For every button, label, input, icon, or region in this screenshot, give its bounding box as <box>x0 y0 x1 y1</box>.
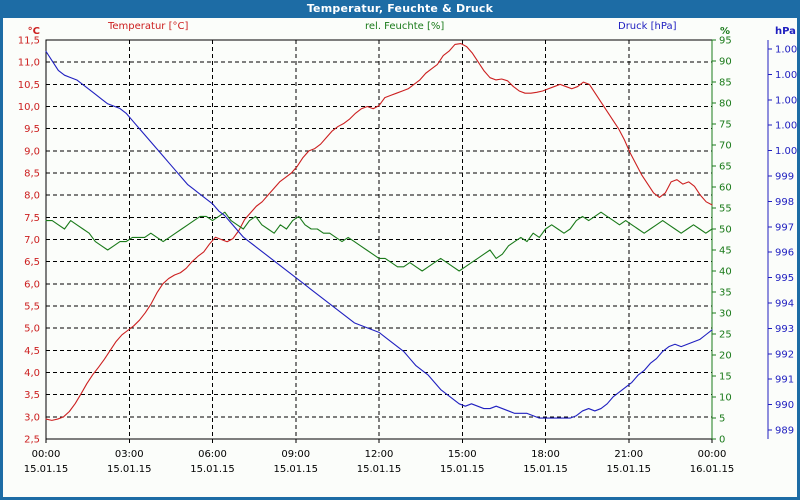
xaxis-date-label: 15.01.15 <box>24 464 69 475</box>
left-axis-tick-label: 4,5 <box>24 346 40 357</box>
pressure-axis-tick-label: 992 <box>775 349 794 360</box>
xaxis-time-label: 03:00 <box>115 449 144 460</box>
pressure-axis-tick-label: 1.003 <box>775 70 797 81</box>
pressure-axis-tick-label: 993 <box>775 324 794 335</box>
left-axis-tick-label: 4,0 <box>24 368 40 379</box>
xaxis-date-label: 15.01.15 <box>440 464 485 475</box>
xaxis-time-label: 00:00 <box>32 449 61 460</box>
humidity-axis-unit: % <box>720 26 730 37</box>
left-axis-tick-label: 5,0 <box>24 324 40 335</box>
left-axis-tick-label: 8,0 <box>24 191 40 202</box>
humidity-axis-tick-label: 25 <box>719 330 732 341</box>
left-axis-tick-label: 10,5 <box>18 80 40 91</box>
humidity-axis-tick-label: 35 <box>719 288 732 299</box>
humidity-axis-tick-label: 45 <box>719 246 732 257</box>
pressure-axis-tick-label: 1.004 <box>775 45 797 56</box>
pressure-axis-tick-label: 994 <box>775 299 794 310</box>
humidity-axis-tick-label: 50 <box>719 225 732 236</box>
left-axis-tick-label: 10,0 <box>18 102 40 113</box>
left-axis-tick-label: 3,5 <box>24 390 40 401</box>
pressure-axis-tick-label: 1.001 <box>775 121 797 132</box>
xaxis-date-label: 16.01.15 <box>690 464 735 475</box>
window-title-bar: Temperatur, Feuchte & Druck <box>0 0 800 18</box>
pressure-axis-tick-label: 989 <box>775 426 794 437</box>
xaxis-date-label: 15.01.15 <box>606 464 651 475</box>
series-line-left <box>45 43 713 421</box>
pressure-axis-tick-label: 1.002 <box>775 95 797 106</box>
left-axis-tick-label: 9,0 <box>24 146 40 157</box>
humidity-axis-tick-label: 55 <box>719 204 732 215</box>
xaxis-date-label: 15.01.15 <box>107 464 152 475</box>
xaxis-time-label: 12:00 <box>365 449 394 460</box>
left-axis-tick-label: 9,5 <box>24 124 40 135</box>
xaxis-date-label: 15.01.15 <box>273 464 318 475</box>
xaxis-time-label: 09:00 <box>281 449 310 460</box>
humidity-axis-tick-label: 20 <box>719 351 732 362</box>
legend-pressure: Druck [hPa] <box>618 21 677 32</box>
series-line-right_inner <box>45 211 713 272</box>
xaxis-time-label: 21:00 <box>614 449 643 460</box>
humidity-axis-tick-label: 85 <box>719 78 732 89</box>
humidity-axis-tick-label: 0 <box>719 435 725 446</box>
humidity-axis-tick-label: 95 <box>719 36 732 47</box>
humidity-axis-tick-label: 60 <box>719 183 732 194</box>
window-title: Temperatur, Feuchte & Druck <box>306 2 494 15</box>
humidity-axis-tick-label: 65 <box>719 162 732 173</box>
left-axis-unit: °C <box>28 26 40 37</box>
series-line-right_outer <box>45 50 713 419</box>
humidity-axis-tick-label: 15 <box>719 372 732 383</box>
chart-panel: Temperatur [°C] rel. Feuchte [%] Druck [… <box>3 18 797 497</box>
pressure-axis-tick-label: 995 <box>775 273 794 284</box>
xaxis-time-label: 15:00 <box>448 449 477 460</box>
left-axis-tick-label: 7,0 <box>24 235 40 246</box>
legend-humidity: rel. Feuchte [%] <box>365 21 445 32</box>
left-axis-tick-label: 11,5 <box>18 36 40 47</box>
pressure-axis-tick-label: 997 <box>775 222 794 233</box>
xaxis-date-label: 15.01.15 <box>357 464 402 475</box>
pressure-axis-unit: hPa <box>775 26 796 37</box>
humidity-axis-tick-label: 80 <box>719 99 732 110</box>
left-axis-tick-label: 2,5 <box>24 435 40 446</box>
humidity-axis-tick-label: 30 <box>719 309 732 320</box>
pressure-axis-tick-label: 991 <box>775 375 794 386</box>
humidity-axis-tick-label: 90 <box>719 57 732 68</box>
left-axis-tick-label: 11,0 <box>18 58 40 69</box>
pressure-axis-tick-label: 990 <box>775 400 794 411</box>
left-axis-tick-label: 6,0 <box>24 279 40 290</box>
humidity-axis-tick-label: 70 <box>719 141 732 152</box>
xaxis-time-label: 00:00 <box>698 449 727 460</box>
left-axis-tick-label: 6,5 <box>24 257 40 268</box>
pressure-axis-tick-label: 998 <box>775 197 794 208</box>
left-axis-tick-label: 3,0 <box>24 412 40 423</box>
chart-svg: °C11,5 11,0 10,5 10,0 9,5 9,0 8,5 8,0 7,5 7,0 6,5 6… <box>18 26 797 475</box>
xaxis-date-label: 15.01.15 <box>523 464 568 475</box>
humidity-axis-tick-label: 5 <box>719 414 725 425</box>
xaxis-date-label: 15.01.15 <box>190 464 235 475</box>
xaxis-time-label: 18:00 <box>531 449 560 460</box>
pressure-axis-tick-label: 999 <box>775 172 794 183</box>
pressure-axis-tick-label: 996 <box>775 248 794 259</box>
xaxis-time-label: 06:00 <box>198 449 227 460</box>
pressure-axis-tick-label: 1.000 <box>775 146 797 157</box>
left-axis-tick-label: 8,5 <box>24 169 40 180</box>
legend-temperature: Temperatur [°C] <box>108 21 189 32</box>
left-axis-tick-label: 5,5 <box>24 302 40 313</box>
humidity-axis-tick-label: 40 <box>719 267 732 278</box>
humidity-axis-tick-label: 75 <box>719 120 732 131</box>
left-axis-tick-label: 7,5 <box>24 213 40 224</box>
humidity-axis-tick-label: 10 <box>719 393 732 404</box>
